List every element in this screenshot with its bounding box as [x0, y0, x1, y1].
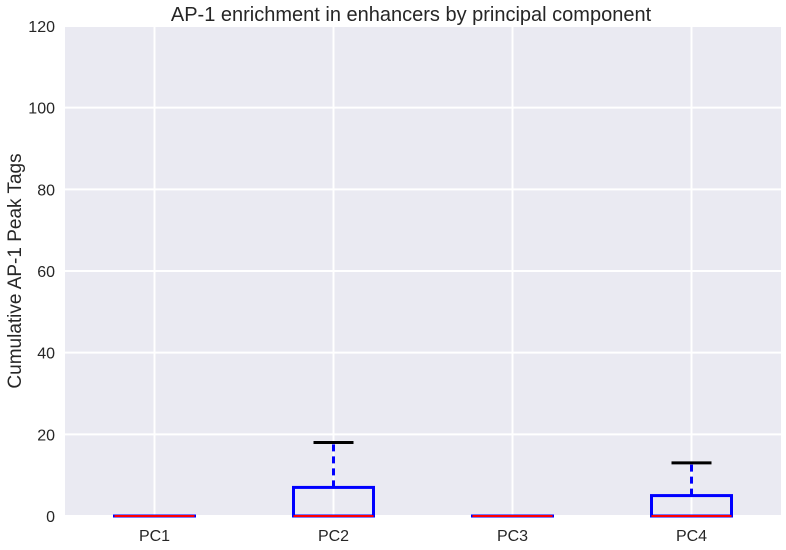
box-pc2	[292, 441, 375, 518]
y-tick-label: 20	[37, 427, 55, 444]
y-axis-label: Cumulative AP-1 Peak Tags	[5, 153, 26, 388]
y-tick-label: 120	[28, 19, 55, 36]
x-tick-label: PC4	[676, 528, 707, 545]
x-tick-label: PC3	[497, 528, 528, 545]
y-tick-label: 100	[28, 101, 55, 118]
y-tick-label: 60	[37, 264, 55, 281]
x-tick-labels: PC1 PC2 PC3 PC4	[139, 528, 707, 545]
y-tick-label: 40	[37, 346, 55, 363]
y-tick-labels: 0 20 40 60 80 100 120	[28, 19, 55, 526]
x-tick-label: PC1	[139, 528, 170, 545]
x-tick-label: PC2	[318, 528, 349, 545]
box-series	[113, 441, 733, 518]
box-pc4	[650, 461, 733, 518]
grid-lines	[65, 25, 781, 517]
y-tick-label: 0	[46, 509, 55, 526]
y-tick-label: 80	[37, 182, 55, 199]
chart-title: AP-1 enrichment in enhancers by principa…	[171, 4, 652, 26]
